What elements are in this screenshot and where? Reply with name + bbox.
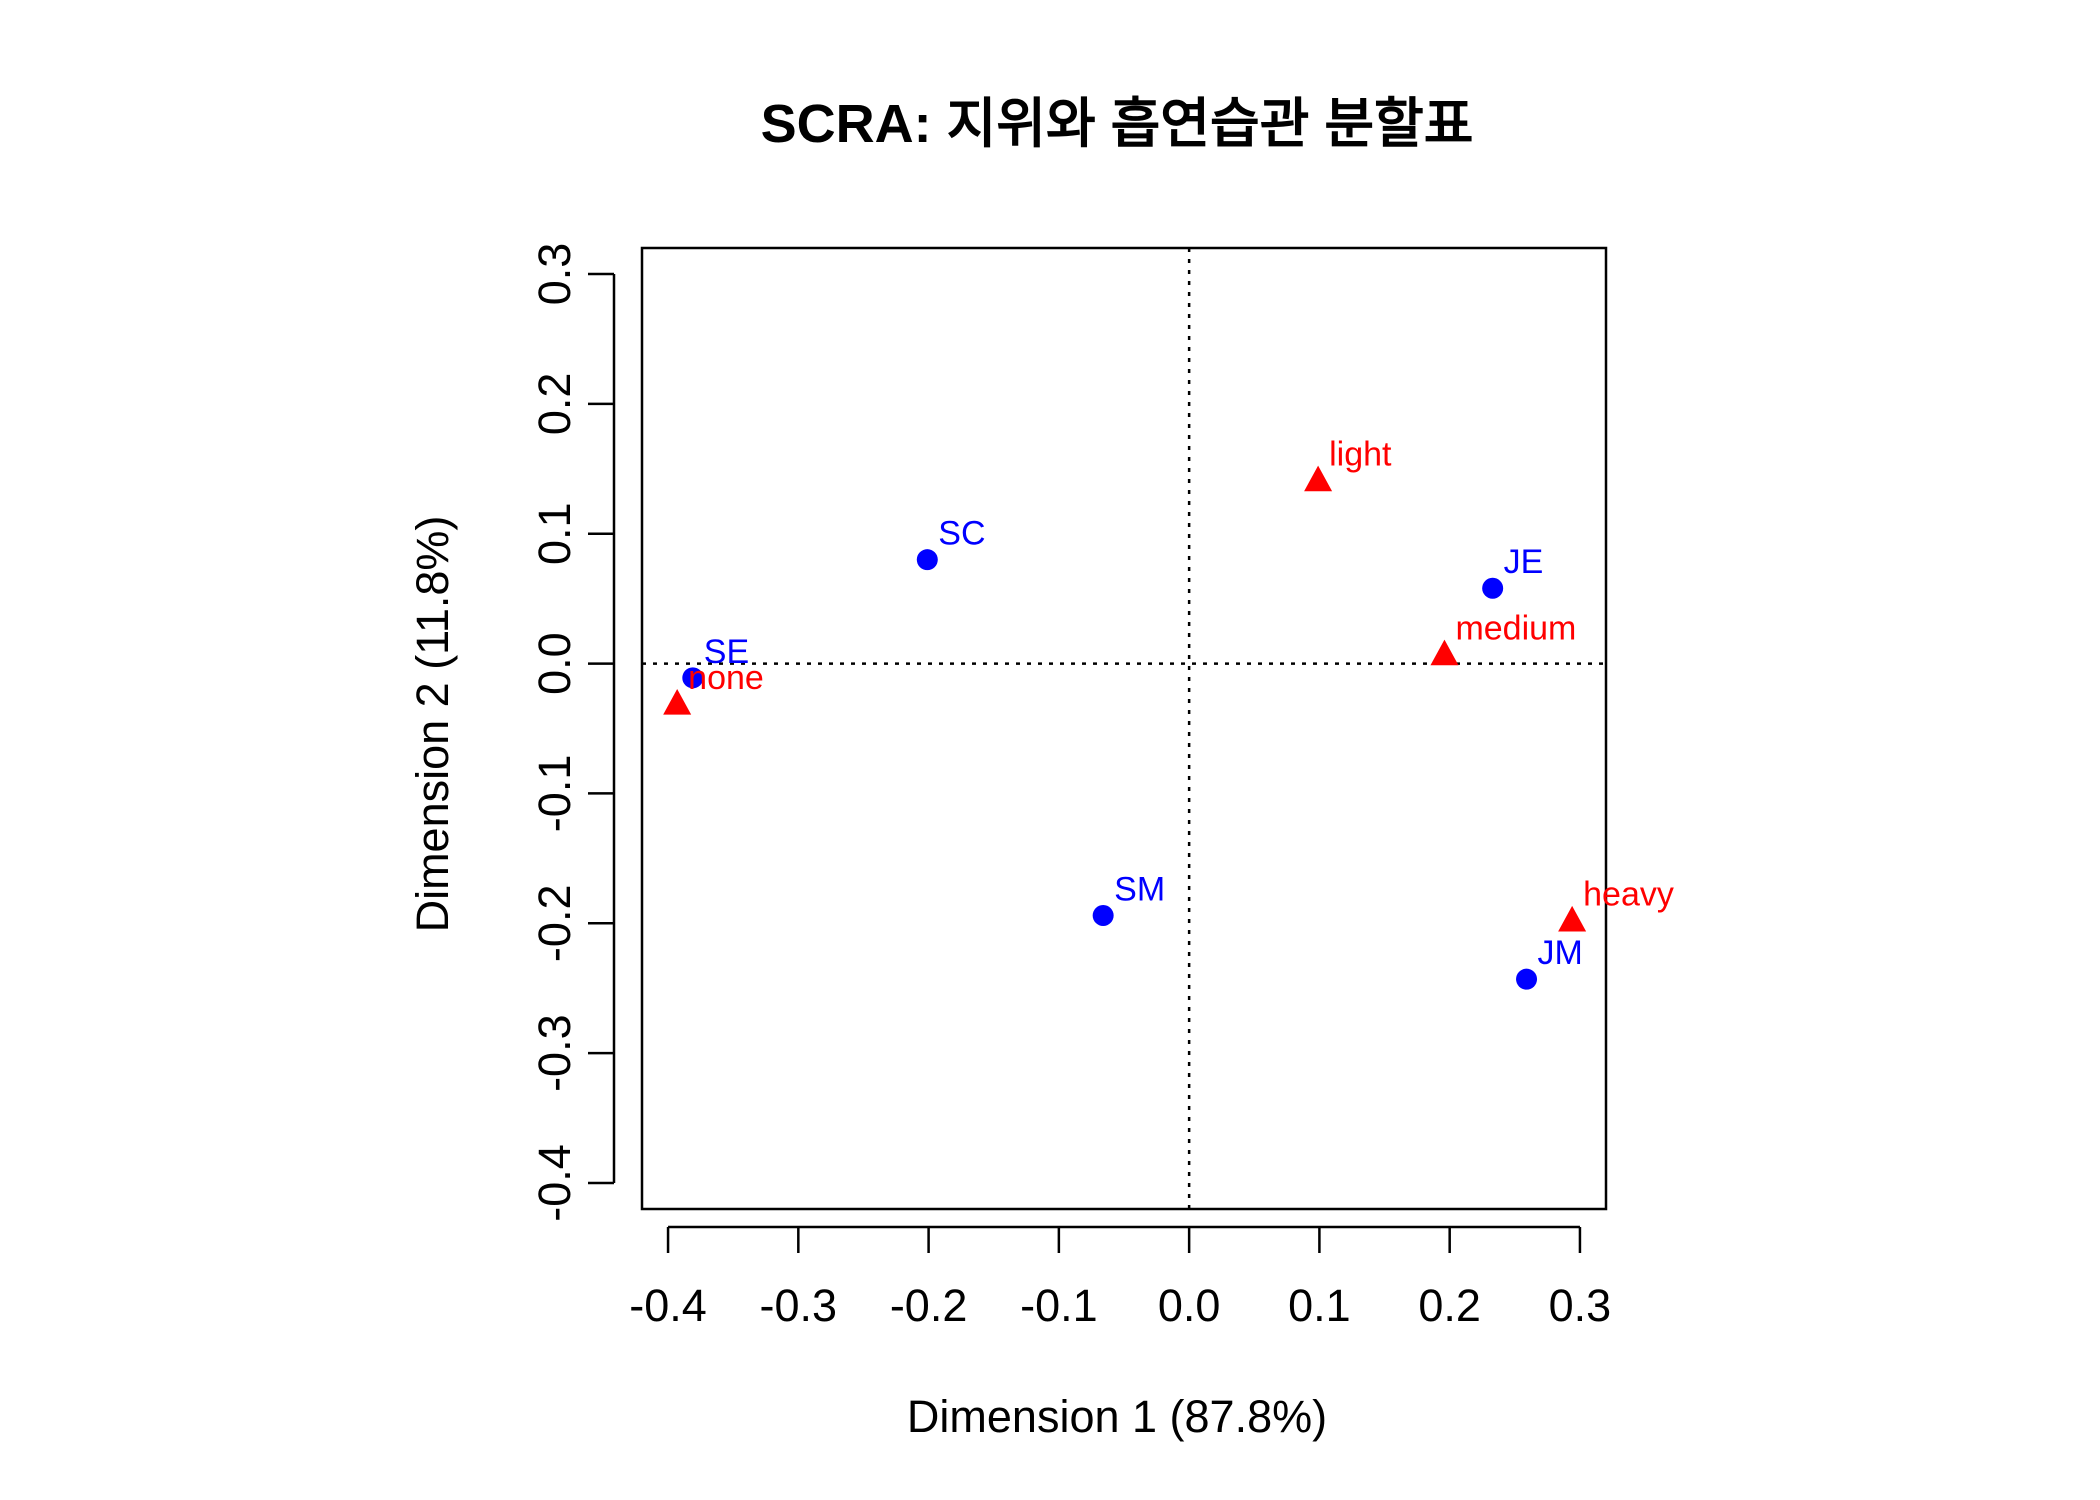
point-label-heavy: heavy (1583, 876, 1674, 914)
point-SC (916, 549, 938, 571)
y-axis-label: Dimension 2 (11.8%) (407, 516, 458, 933)
point-label-SC: SC (938, 515, 985, 553)
x-tick-label: 0.2 (1418, 1280, 1481, 1331)
x-tick-label: 0.0 (1158, 1280, 1221, 1331)
y-tick-label: 0.2 (529, 373, 580, 436)
y-tick-label: -0.2 (529, 885, 580, 963)
point-label-JE: JE (1504, 543, 1544, 581)
x-tick-label: -0.3 (760, 1280, 838, 1331)
point-label-SM: SM (1114, 871, 1165, 909)
x-axis-label: Dimension 1 (87.8%) (907, 1391, 1327, 1442)
x-tick-label: -0.2 (890, 1280, 968, 1331)
point-medium (1430, 639, 1459, 666)
y-tick-label: -0.4 (529, 1144, 580, 1222)
point-heavy (1558, 905, 1587, 932)
y-tick-label: 0.1 (529, 502, 580, 565)
point-label-JM: JM (1538, 934, 1583, 972)
y-tick-label: 0.3 (529, 243, 580, 306)
point-none (663, 688, 692, 715)
x-tick-label: 0.3 (1549, 1280, 1612, 1331)
y-tick-label: 0.0 (529, 632, 580, 695)
point-JE (1482, 577, 1504, 599)
plot-frame (640, 246, 1608, 1211)
x-tick-label: -0.4 (629, 1280, 707, 1331)
point-label-SE: SE (704, 633, 749, 671)
x-axis: -0.4 -0.3 -0.2 -0.1 0.0 0.1 0.2 0.3 (629, 1225, 1612, 1331)
x-tick-label: -0.1 (1020, 1280, 1098, 1331)
data-points: SE SC SM JE JM none light medium heavy (663, 435, 1674, 990)
point-label-light: light (1329, 435, 1392, 473)
point-JM (1516, 968, 1538, 990)
point-label-none: none (688, 659, 764, 697)
point-label-medium: medium (1455, 609, 1576, 647)
point-SM (1092, 905, 1114, 927)
point-SE (682, 667, 704, 689)
y-tick-label: -0.3 (529, 1014, 580, 1092)
x-tick-label: 0.1 (1288, 1280, 1351, 1331)
y-axis: -0.4 -0.3 -0.2 -0.1 0.0 0.1 0.2 0.3 (529, 243, 616, 1222)
y-tick-label: -0.1 (529, 755, 580, 833)
point-light (1304, 465, 1333, 492)
plot-area (640, 246, 1608, 1211)
chart-title: SCRA: 지위와 흡연습관 분할표 (761, 94, 1474, 154)
